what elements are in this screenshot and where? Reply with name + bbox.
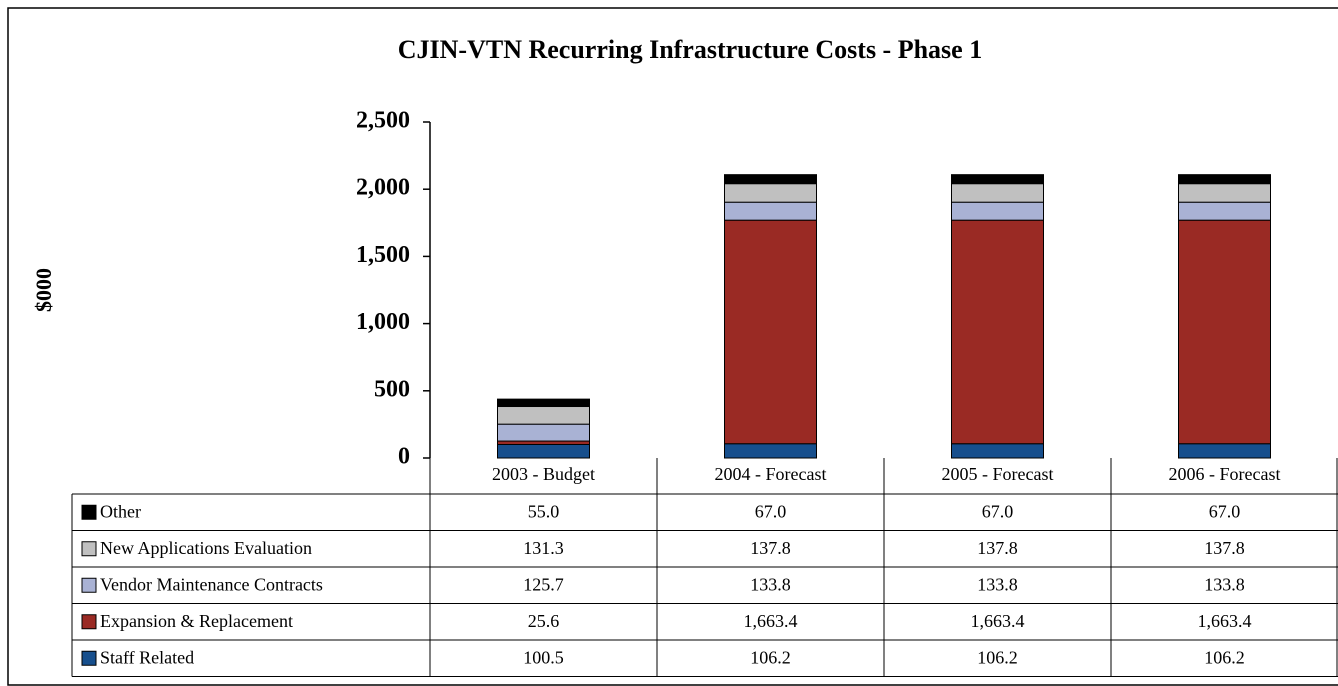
- y-axis-label: $000: [31, 268, 56, 312]
- table-value: 131.3: [523, 538, 564, 558]
- bar-segment: [724, 174, 817, 185]
- table-value: 137.8: [750, 538, 791, 558]
- bar-segment: [497, 406, 590, 425]
- table-value: 133.8: [977, 574, 1018, 594]
- y-tick-label: 500: [374, 376, 410, 402]
- bar-segment: [497, 398, 590, 408]
- bar-segment: [951, 201, 1044, 221]
- bar-segment: [951, 443, 1044, 459]
- legend-key: [81, 614, 97, 630]
- legend-label: Vendor Maintenance Contracts: [100, 574, 323, 594]
- table-value: 106.2: [1204, 647, 1245, 667]
- legend-key: [81, 541, 97, 557]
- legend-label: Staff Related: [100, 647, 194, 667]
- table-value: 25.6: [528, 611, 560, 631]
- bar-segment: [1178, 201, 1271, 221]
- y-tick-label: 2,000: [356, 175, 410, 201]
- legend-key: [81, 504, 97, 520]
- bar-segment: [951, 219, 1044, 445]
- y-tick-label: 1,000: [356, 309, 410, 335]
- x-tick-label: 2004 - Forecast: [715, 464, 827, 484]
- x-tick-label: 2003 - Budget: [492, 464, 595, 484]
- table-value: 1,663.4: [1198, 611, 1252, 631]
- bar-segment: [1178, 174, 1271, 185]
- legend-label: Expansion & Replacement: [100, 611, 293, 631]
- table-value: 137.8: [1204, 538, 1245, 558]
- table-value: 125.7: [523, 574, 564, 594]
- table-value: 133.8: [750, 574, 791, 594]
- table-value: 67.0: [982, 501, 1014, 521]
- table-value: 137.8: [977, 538, 1018, 558]
- table-value: 1,663.4: [971, 611, 1025, 631]
- bar-segment: [724, 201, 817, 221]
- bar-segment: [1178, 219, 1271, 445]
- chart-title: CJIN-VTN Recurring Infrastructure Costs …: [398, 35, 982, 64]
- table-value: 1,663.4: [744, 611, 798, 631]
- table-value: 55.0: [528, 501, 560, 521]
- table-value: 106.2: [977, 647, 1018, 667]
- legend-label: New Applications Evaluation: [100, 538, 312, 558]
- table-value: 100.5: [523, 647, 564, 667]
- y-tick-label: 2,500: [356, 108, 410, 134]
- x-tick-label: 2005 - Forecast: [942, 464, 1054, 484]
- bar-segment: [724, 443, 817, 459]
- bar-segment: [497, 443, 590, 459]
- bar-segment: [951, 183, 1044, 203]
- table-value: 133.8: [1204, 574, 1245, 594]
- y-tick-label: 0: [398, 444, 410, 470]
- legend-label: Other: [100, 501, 141, 521]
- chart-frame: [7, 7, 1338, 686]
- table-value: 67.0: [1209, 501, 1241, 521]
- table-value: 67.0: [755, 501, 787, 521]
- x-tick-label: 2006 - Forecast: [1169, 464, 1281, 484]
- bar-segment: [724, 219, 817, 445]
- bar-segment: [951, 174, 1044, 185]
- bar-segment: [1178, 443, 1271, 459]
- legend-key: [81, 650, 97, 666]
- bar-segment: [724, 183, 817, 203]
- bar-segment: [497, 440, 590, 445]
- y-tick-label: 1,500: [356, 242, 410, 268]
- table-value: 106.2: [750, 647, 791, 667]
- bar-segment: [1178, 183, 1271, 203]
- legend-key: [81, 577, 97, 593]
- bar-segment: [497, 423, 590, 442]
